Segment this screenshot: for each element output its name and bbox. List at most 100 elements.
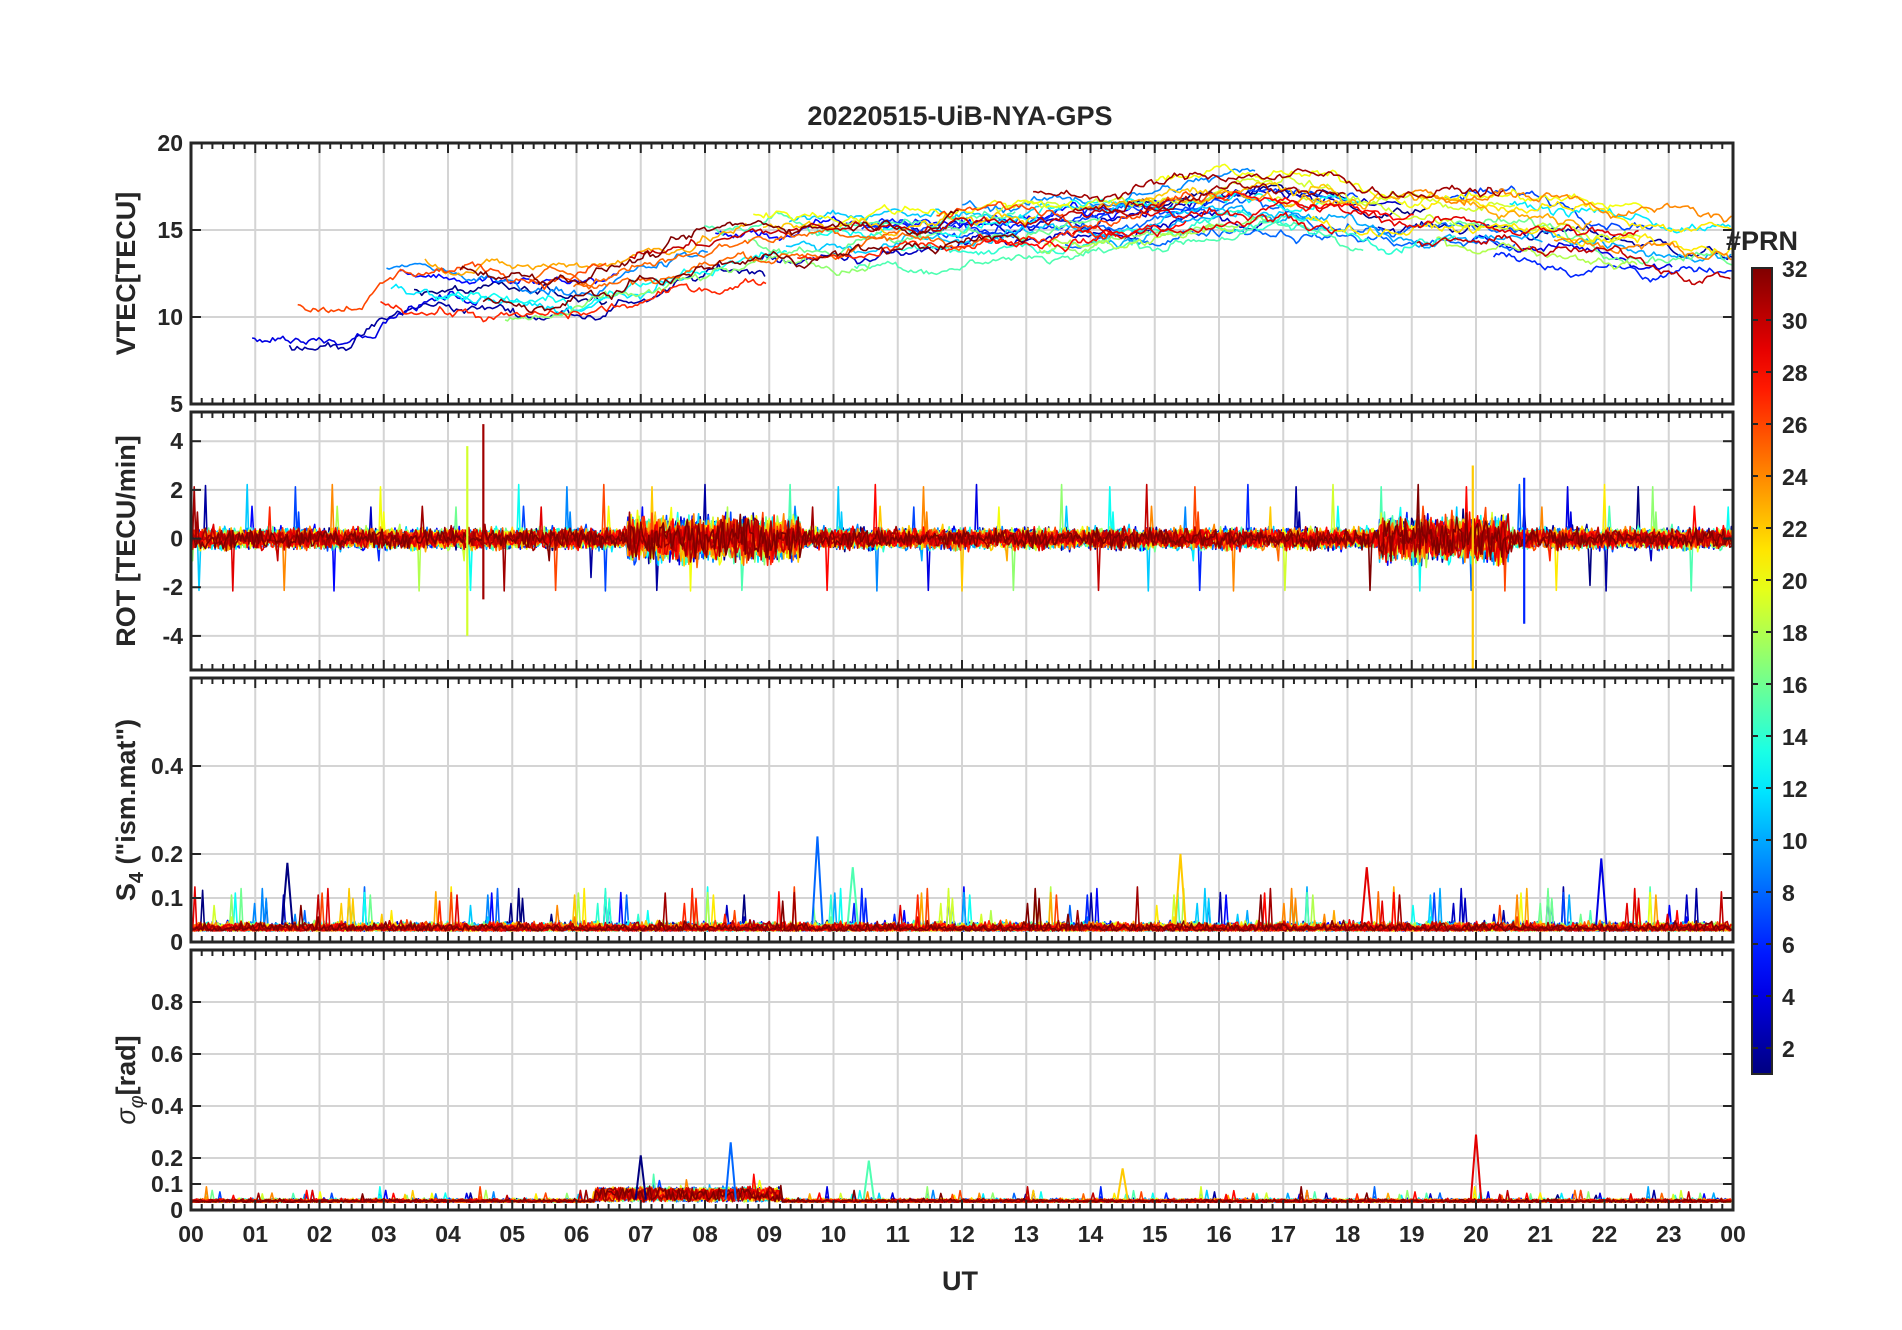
peak-mark <box>846 867 859 925</box>
colorbar-tick-label: 10 <box>1782 828 1808 854</box>
series-prn-15 <box>853 220 1364 276</box>
peak-mark <box>862 1160 875 1200</box>
series-group <box>191 483 1733 592</box>
series-prn-32 <box>459 209 959 286</box>
colorbar-tick-label: 24 <box>1782 464 1808 490</box>
series-prn-6 <box>1492 251 1733 283</box>
y-tick-label: 0 <box>170 526 183 552</box>
x-tick-label: 22 <box>1592 1221 1618 1247</box>
series-prn-9 <box>386 249 708 299</box>
series-prn-12 <box>1509 200 1732 234</box>
series-prn-24 <box>1410 188 1733 223</box>
panel-3: 0 0.1 0.2 0.4S4 ("ism.mat") <box>111 676 1735 955</box>
x-tick-label: 21 <box>1527 1221 1553 1247</box>
panel-1: 5 10 15 20 VTEC[TECU] <box>111 130 1735 417</box>
series-prn-26 <box>936 191 1230 230</box>
peak-mark <box>811 836 824 925</box>
y-tick-label: 4 <box>170 428 183 454</box>
peak-mark <box>1174 853 1187 925</box>
series-prn-29 <box>1071 211 1338 240</box>
y-tick-label: 0.2 <box>151 1145 183 1171</box>
series-prn-26 <box>297 261 607 314</box>
x-tick-label: 06 <box>564 1221 590 1247</box>
x-tick-label: 09 <box>756 1221 782 1247</box>
series-prn-25 <box>528 227 900 287</box>
y-tick-label: 0 <box>170 1197 183 1223</box>
y-tick-label: 0 <box>170 929 183 955</box>
y-tick-label: -4 <box>163 623 184 649</box>
x-tick-label: 05 <box>499 1221 525 1247</box>
colorbar-tick-label: 16 <box>1782 672 1808 698</box>
series-group <box>191 886 1732 932</box>
series-prn-22 <box>1140 181 1353 204</box>
colorbar-tick-label: 6 <box>1782 932 1795 958</box>
grid <box>191 950 1733 1210</box>
series-prn-14 <box>1205 219 1456 255</box>
x-tick-label: 16 <box>1206 1221 1232 1247</box>
peak-mark <box>1116 1168 1129 1200</box>
x-tick-label: 23 <box>1656 1221 1682 1247</box>
figure-title: 20220515-UiB-NYA-GPS <box>807 101 1112 131</box>
y-tick-label: 0.4 <box>151 1093 183 1119</box>
y-tick-label: 2 <box>170 477 183 503</box>
series-prn-21 <box>1420 196 1733 233</box>
colorbar-tick-label: 28 <box>1782 360 1808 386</box>
y-axis-label: S4 ("ism.mat") <box>111 719 148 901</box>
series-prn-31 <box>1072 181 1346 214</box>
x-ticks <box>190 412 1734 670</box>
series-prn-14 <box>896 209 1318 256</box>
x-tick-label: 20 <box>1463 1221 1489 1247</box>
x-tick-label: 18 <box>1335 1221 1361 1247</box>
panel-2: -4 -2 0 2 4 ROT [TECU/min] <box>111 410 1735 672</box>
series-prn-32 <box>482 233 1029 314</box>
series-prn-15 <box>704 210 1016 237</box>
y-tick-label: 0.6 <box>151 1041 183 1067</box>
series-prn-11 <box>785 205 1306 254</box>
series-prn-28 <box>977 220 1187 253</box>
series-prn-31 <box>1033 168 1504 202</box>
x-tick-label: 17 <box>1270 1221 1296 1247</box>
colorbar-title: #PRN <box>1726 226 1798 256</box>
x-tick-label: 14 <box>1078 1221 1104 1247</box>
x-tick-label: 07 <box>628 1221 654 1247</box>
series-prn-11 <box>788 202 1132 223</box>
colorbar-tick-label: 4 <box>1782 984 1795 1010</box>
grid <box>191 678 1733 942</box>
series-prn-30 <box>1416 234 1731 286</box>
colorbar-tick-label: 2 <box>1782 1036 1795 1062</box>
series-prn-1 <box>413 281 608 305</box>
y-tick-label: 0.1 <box>151 1171 183 1197</box>
panel-4: 00.10.2 0.4 0.6 0.8σφ[rad] <box>111 948 1735 1223</box>
y-tick-label: 0.8 <box>151 989 183 1015</box>
colorbar-tick-label: 14 <box>1782 724 1808 750</box>
series-prn-19 <box>995 176 1516 213</box>
y-tick-label: 5 <box>170 391 183 417</box>
series-prn-31 <box>191 486 1733 592</box>
series-prn-16 <box>747 217 1101 258</box>
y-tick-label: 0.2 <box>151 841 183 867</box>
series-prn-25 <box>572 232 988 290</box>
series-prn-27 <box>797 229 1117 260</box>
colorbar-tick-label: 20 <box>1782 568 1808 594</box>
x-ticks <box>190 143 1734 404</box>
x-tick-label: 10 <box>821 1221 847 1247</box>
series-group <box>251 163 1733 352</box>
series-prn-17 <box>504 255 871 322</box>
colorbar-tick-label: 26 <box>1782 412 1808 438</box>
y-tick-label: -2 <box>163 574 183 600</box>
peak-mark <box>1360 867 1373 925</box>
series-prn-7 <box>861 187 1359 239</box>
x-tick-label: 19 <box>1399 1221 1425 1247</box>
grid <box>191 143 1733 404</box>
series-prn-21 <box>1305 215 1733 256</box>
x-tick-label: 15 <box>1142 1221 1168 1247</box>
colorbar-tick-label: 12 <box>1782 776 1808 802</box>
x-tick-label: 11 <box>886 1221 911 1247</box>
series-prn-1 <box>1116 183 1426 219</box>
x-tick-label: 12 <box>949 1221 975 1247</box>
colorbar-tick-label: 8 <box>1782 880 1795 906</box>
series-prn-23 <box>424 222 747 277</box>
series-prn-18 <box>1044 223 1238 250</box>
